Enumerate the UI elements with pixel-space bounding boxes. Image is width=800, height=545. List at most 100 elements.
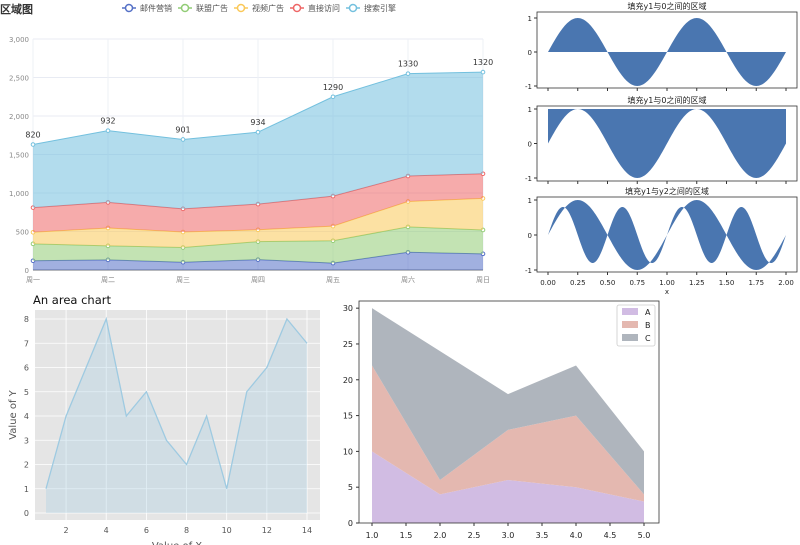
subplot-title: 填充y1与y2之间的区域 [625, 186, 709, 196]
y-tick-label: 0 [528, 141, 532, 149]
legend-label[interactable]: 直接访问 [308, 3, 340, 13]
y-tick-label: 25 [343, 340, 353, 349]
data-label: 932 [100, 117, 115, 126]
x-tick-label: 14 [302, 526, 312, 535]
x-tick-label: 2.00 [778, 279, 794, 287]
y-tick-label: 0 [25, 267, 29, 275]
y-tick-label: 10 [343, 447, 353, 456]
y-tick-label: 0 [528, 49, 532, 57]
x-tick-label: 0.50 [600, 279, 616, 287]
x-tick-label: 8 [184, 526, 189, 535]
x-tick-label: 4.5 [604, 531, 617, 540]
legend-label[interactable]: 搜索引擎 [364, 3, 396, 13]
y-tick-label: -1 [525, 83, 532, 91]
legend-label[interactable]: 邮件营销 [140, 3, 172, 13]
data-label: 1330 [398, 60, 418, 69]
x-tick-label: 10 [222, 526, 232, 535]
data-label: 1320 [473, 58, 493, 67]
x-tick-label: 周二 [101, 276, 115, 284]
data-label: 934 [250, 118, 265, 127]
x-tick-label: 周六 [401, 275, 415, 284]
area-直接访问 [33, 173, 483, 233]
legend-marker-联盟广告[interactable] [180, 3, 190, 13]
y-tick-label: 0 [528, 232, 532, 240]
x-tick-label: 2.0 [434, 531, 447, 540]
chart-title: An area chart [33, 293, 111, 307]
area-C [372, 308, 644, 495]
data-point [105, 128, 111, 133]
filled-region [548, 18, 786, 86]
x-tick-label: 周一 [26, 276, 40, 284]
axes-frame [358, 300, 660, 524]
y-tick-label: 1 [528, 197, 532, 205]
data-label: 1290 [323, 83, 343, 92]
x-tick-label: 1.25 [689, 279, 705, 287]
subplot-title: 填充y1与0之间的区域 [628, 1, 707, 11]
legend-label[interactable]: 视频广告 [252, 3, 284, 13]
y-tick-label: 6 [24, 364, 29, 373]
x-tick-label: 4 [104, 526, 109, 535]
area-A [372, 451, 644, 523]
y-tick-label: 0 [24, 509, 29, 518]
x-tick-label: 1.00 [659, 279, 675, 287]
y-tick-label: 5 [348, 483, 353, 492]
x-tick-label: 3.0 [502, 531, 515, 540]
x-tick-label: 5.0 [638, 531, 651, 540]
x-tick-label: 1.50 [719, 279, 735, 287]
legend-label: C [645, 334, 651, 343]
x-tick-label: 1.0 [366, 531, 379, 540]
data-point [405, 71, 411, 76]
y-axis-label: Value of Y [8, 389, 19, 439]
area-line [45, 316, 308, 489]
legend-label: A [645, 308, 651, 317]
legend-swatch-C [622, 334, 638, 341]
x-tick-label: 0.75 [629, 279, 645, 287]
x-tick-label: 0.00 [540, 279, 556, 287]
y-tick-label: 5 [24, 388, 29, 397]
y-tick-label: 3,000 [9, 36, 29, 44]
data-label: 820 [25, 130, 40, 139]
data-label: 901 [175, 125, 190, 134]
y-tick-label: 3 [24, 436, 29, 445]
y-tick-label: 1 [24, 485, 29, 494]
legend-swatch-A [622, 308, 638, 315]
y-tick-label: 1 [528, 15, 532, 23]
x-tick-label: 2.5 [468, 531, 481, 540]
x-tick-label: 0.25 [570, 279, 586, 287]
filled-region [548, 200, 786, 270]
legend-marker-直接访问[interactable] [292, 3, 302, 13]
data-point [180, 137, 186, 142]
area-B [372, 365, 644, 502]
y-tick-label: 7 [24, 339, 29, 348]
filled-region [548, 109, 786, 178]
chart-title: 区域图 [0, 2, 33, 16]
x-tick-label: 3.5 [536, 531, 549, 540]
x-tick-label: 周五 [326, 276, 340, 284]
x-tick-label: 周四 [251, 276, 265, 284]
x-tick-label: 周日 [476, 276, 490, 284]
y-tick-label: 1 [528, 106, 532, 114]
y-tick-label: 0 [348, 519, 353, 528]
legend-marker-邮件营销[interactable] [124, 3, 134, 13]
y-tick-label: 20 [343, 376, 353, 385]
legend-label[interactable]: 联盟广告 [196, 3, 228, 13]
data-point [480, 69, 486, 75]
area-fill [46, 319, 307, 513]
y-tick-label: -1 [525, 175, 532, 183]
y-tick-label: 15 [343, 412, 353, 421]
y-tick-label: 2,000 [9, 113, 29, 121]
plot-background [35, 310, 320, 520]
legend-marker-视频广告[interactable] [236, 3, 246, 13]
data-point [30, 142, 36, 147]
x-axis-label: Value of X [152, 541, 202, 545]
x-tick-label: 4.0 [570, 531, 583, 540]
x-tick-label: 6 [144, 526, 149, 535]
legend-marker-搜索引擎[interactable] [348, 3, 358, 13]
y-tick-label: 2,500 [9, 75, 29, 83]
y-tick-label: 4 [24, 412, 29, 421]
area-视频广告 [33, 198, 483, 248]
x-tick-label: 1.5 [400, 531, 413, 540]
data-point [330, 94, 336, 100]
y-tick-label: 2 [24, 461, 29, 470]
